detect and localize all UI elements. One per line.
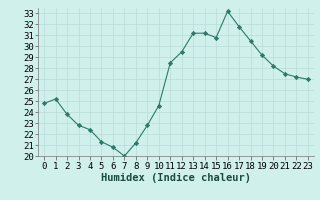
- X-axis label: Humidex (Indice chaleur): Humidex (Indice chaleur): [101, 173, 251, 183]
